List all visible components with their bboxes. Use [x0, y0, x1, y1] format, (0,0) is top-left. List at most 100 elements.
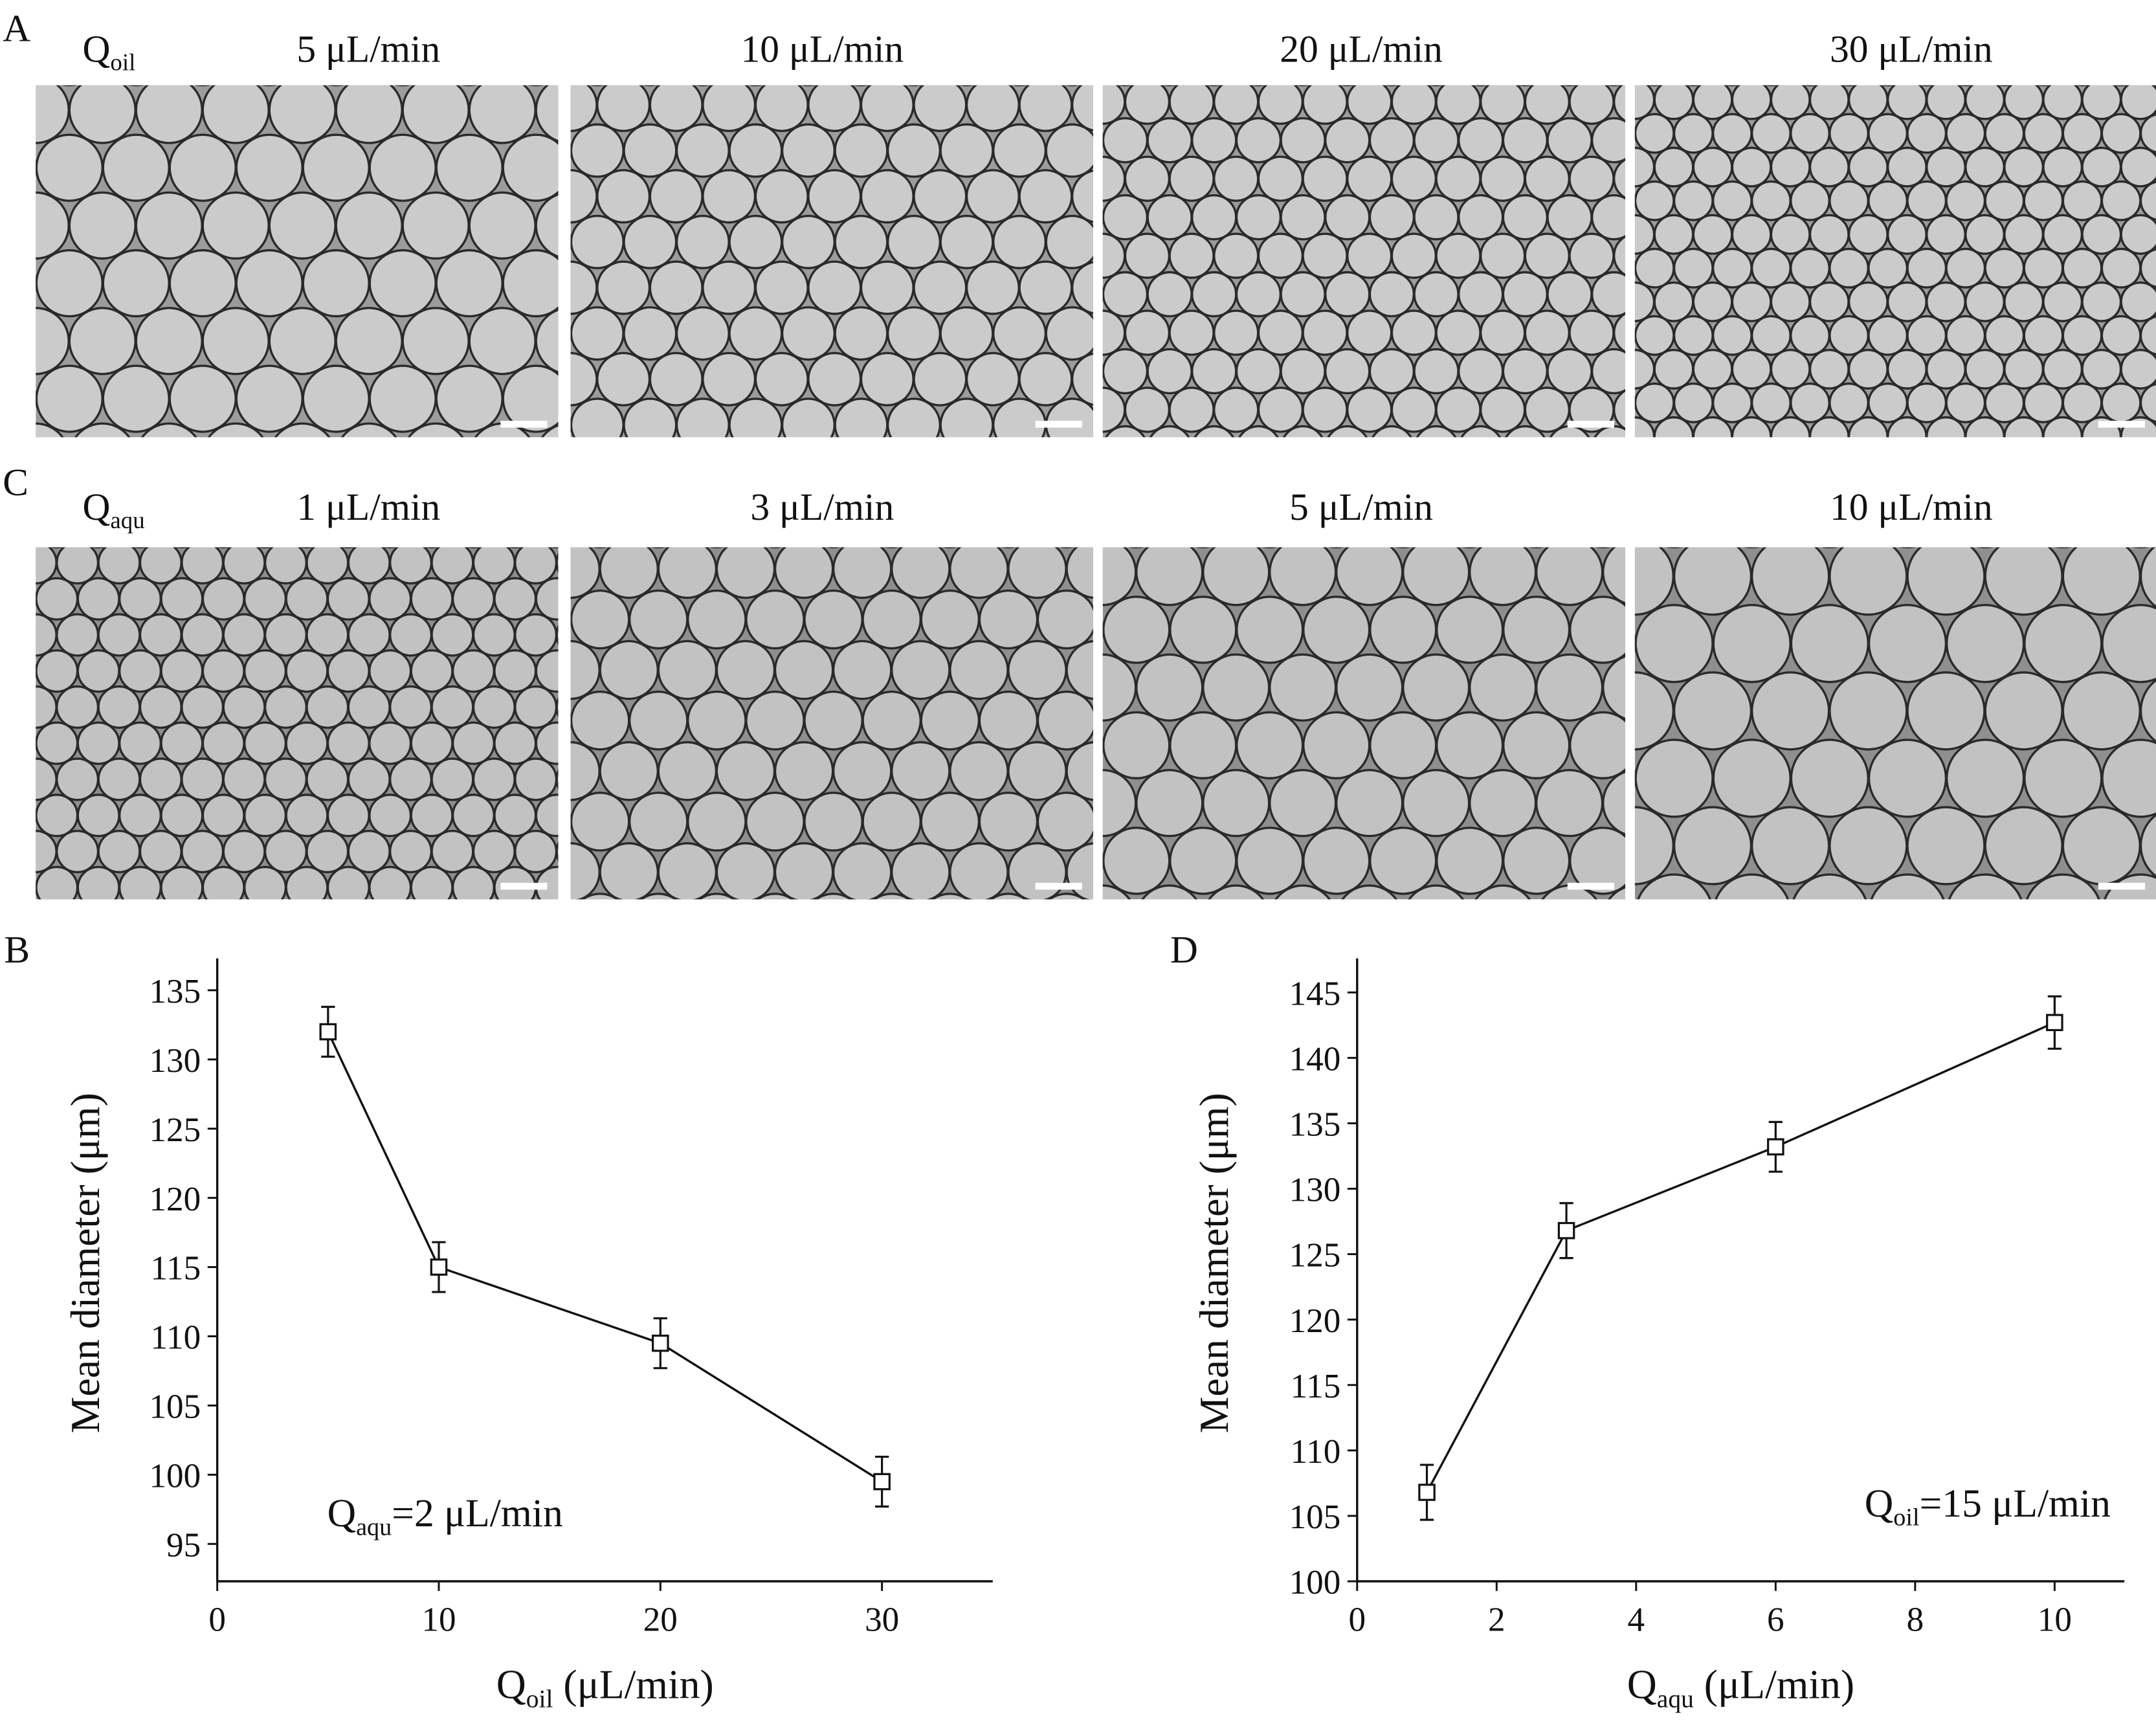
droplet — [1750, 806, 1830, 885]
droplet — [754, 260, 809, 315]
droplet — [2081, 214, 2122, 255]
droplet — [1867, 247, 1909, 289]
y-tick-label: 115 — [150, 1250, 201, 1287]
droplet — [388, 547, 433, 584]
micrograph — [1634, 547, 2156, 900]
droplet — [1390, 232, 1438, 279]
droplet — [1711, 247, 1753, 289]
droplet — [201, 721, 245, 765]
droplet — [1368, 194, 1416, 241]
droplet — [1468, 768, 1537, 838]
droplet — [1808, 85, 1850, 120]
droplet — [1257, 386, 1304, 433]
droplet — [1168, 386, 1215, 433]
panel-letter: C — [3, 461, 28, 504]
droplet — [596, 260, 651, 315]
droplet — [388, 829, 433, 874]
droplet — [781, 214, 836, 269]
droplet — [1673, 806, 1753, 885]
droplet — [1346, 309, 1393, 356]
droplet — [773, 740, 834, 801]
droplet — [570, 123, 625, 178]
droplet — [268, 191, 337, 260]
droplet — [1402, 547, 1471, 607]
droplet — [1468, 653, 1537, 722]
droplet — [76, 721, 120, 765]
droplet — [135, 85, 203, 144]
scale-bar — [2098, 882, 2145, 890]
droplet — [1790, 382, 1830, 423]
droplet — [939, 306, 994, 361]
droplet — [1673, 113, 1714, 154]
droplet — [181, 757, 225, 801]
micrograph — [570, 85, 1093, 438]
droplet — [140, 422, 197, 438]
droplet — [388, 613, 433, 657]
droplet — [1502, 194, 1549, 241]
droplet — [628, 791, 689, 852]
droplet — [1146, 194, 1193, 241]
droplet — [1371, 425, 1412, 438]
droplet — [1257, 155, 1304, 202]
droplet — [1792, 873, 1867, 900]
droplet — [535, 577, 559, 621]
droplet — [514, 547, 558, 584]
droplet — [890, 740, 951, 801]
droplet — [965, 169, 1020, 224]
droplet — [118, 794, 162, 838]
droplet — [302, 249, 370, 318]
droplet — [1828, 113, 1870, 154]
droplet — [832, 640, 893, 700]
y-tick-label: 140 — [1289, 1040, 1341, 1078]
droplet — [1135, 547, 1204, 607]
droplet — [728, 214, 783, 269]
droplet — [1280, 348, 1326, 395]
droplet — [2139, 248, 2156, 289]
droplet — [1390, 309, 1438, 356]
droplet — [1018, 351, 1073, 406]
droplet — [347, 757, 391, 801]
droplet — [1770, 85, 1811, 120]
droplet — [407, 422, 464, 438]
droplet — [1124, 155, 1171, 202]
droplet — [2139, 678, 2156, 743]
y-tick-label: 130 — [150, 1042, 201, 1080]
droplet — [1102, 117, 1149, 164]
droplet — [74, 422, 131, 438]
droplet — [1886, 214, 1928, 255]
droplet — [920, 690, 981, 751]
droplet — [222, 547, 266, 584]
droplet — [1102, 194, 1149, 241]
droplet — [263, 685, 308, 729]
droplet — [1847, 146, 1889, 188]
droplet — [1634, 739, 1714, 818]
droplet — [1945, 739, 2025, 818]
droplet — [1413, 194, 1460, 241]
droplet — [347, 547, 391, 584]
y-axis-title: Mean diameter (μm) — [62, 1093, 108, 1433]
droplet — [1269, 653, 1337, 722]
droplet — [1828, 547, 1908, 616]
droplet — [1867, 739, 1948, 818]
droplet — [1653, 85, 1695, 120]
droplet — [1235, 271, 1282, 318]
droplet — [570, 792, 630, 852]
y-tick-label: 120 — [150, 1181, 201, 1218]
droplet — [243, 721, 287, 765]
droplet — [1808, 348, 1850, 390]
droplet — [1828, 315, 1870, 356]
droplet — [2023, 382, 2064, 423]
droplet — [1235, 348, 1282, 395]
droplet — [570, 306, 625, 361]
droplet — [368, 364, 437, 433]
droplet — [1984, 113, 2025, 154]
droplet — [657, 740, 718, 801]
flow-rate: 20 μL/min — [1280, 28, 1443, 71]
droplet — [472, 685, 516, 729]
droplet — [235, 133, 304, 202]
droplet — [160, 794, 204, 838]
droplet — [2062, 180, 2103, 221]
marker — [1767, 1138, 1784, 1156]
droplet — [555, 696, 559, 718]
droplet — [913, 351, 968, 406]
